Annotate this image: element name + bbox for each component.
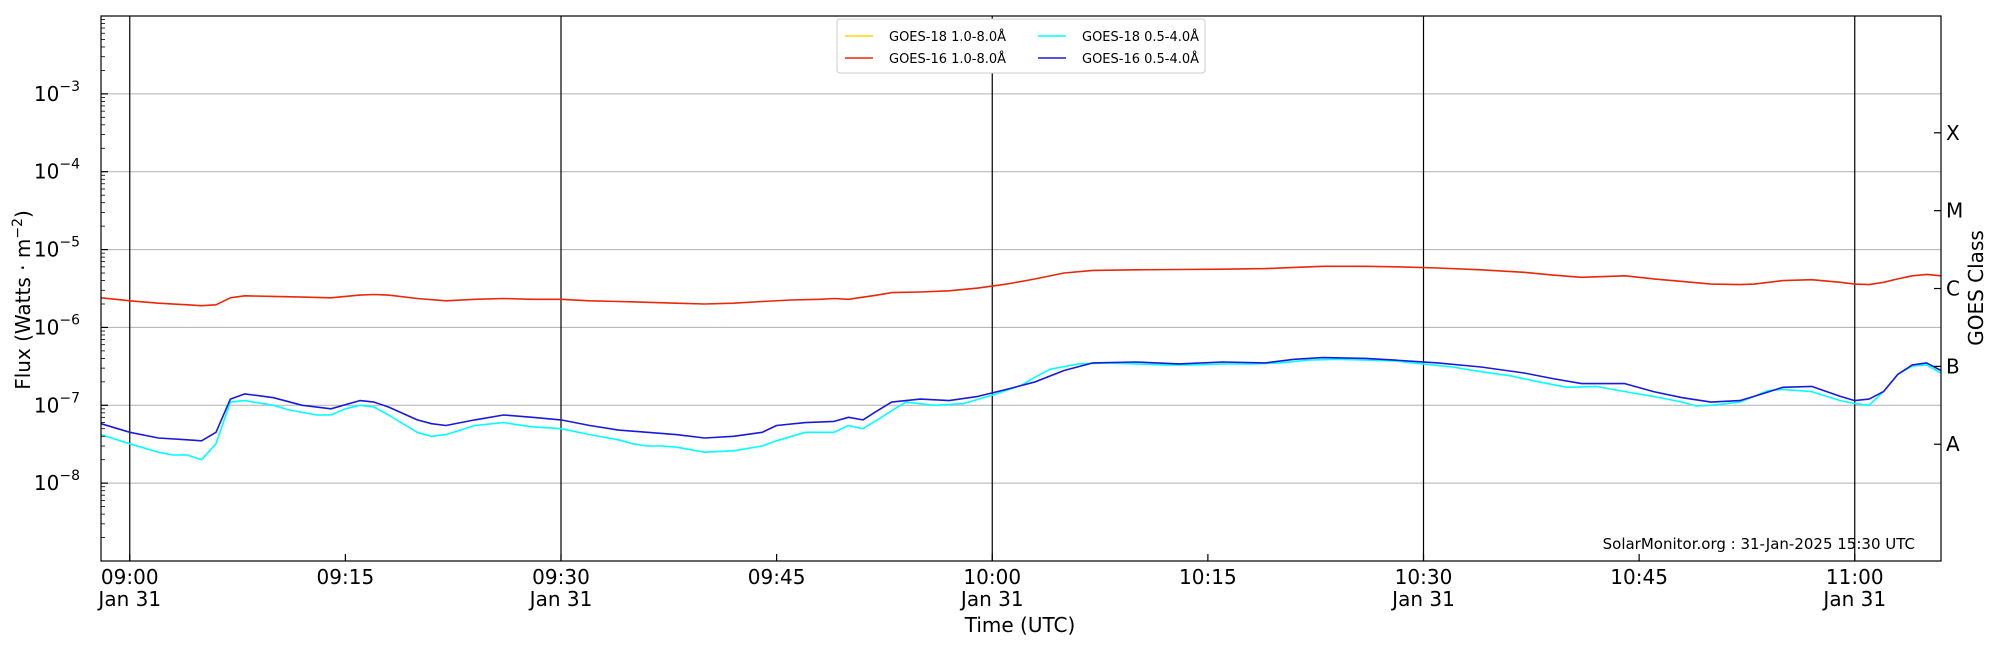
grid-lines [101,93,1941,484]
x-axis-title: Time (UTC) [964,613,1076,637]
x-tick-label: 09:30 [532,565,590,589]
goes-class-label: M [1946,199,1963,223]
legend-label: GOES-16 1.0-8.0Å [889,51,1006,67]
y-tick-label: 10−4 [34,157,80,184]
credit-annotation: SolarMonitor.org : 31-Jan-2025 15:30 UTC [1603,535,1915,553]
goes-class-axis-title: GOES Class [1964,230,1988,346]
series-line-goes-16-0-5-4-0- [100,356,1942,442]
goes-class-label: X [1946,121,1960,145]
series-line-goes-16-1-0-8-0- [100,265,1942,307]
y-tick-label: 10−6 [34,312,80,339]
y-tick-label: 10−5 [34,235,80,262]
axis-ticks [101,19,1941,561]
y-axis-title: Flux (Watts · m−2) [10,210,35,390]
y-tick-label: 10−8 [34,468,80,495]
day-boundary-lines [129,16,1856,561]
plot-frame [100,15,1942,562]
x-tick-label: 10:15 [1179,565,1237,589]
legend-label: GOES-18 1.0-8.0Å [889,29,1006,45]
x-tick-label: 09:00 [101,565,159,589]
legend: GOES-18 1.0-8.0Å GOES-16 1.0-8.0Å GOES-18 … [836,18,1206,74]
y-tick-label: 10−3 [34,79,80,106]
x-tick-label: 10:00 [963,565,1021,589]
x-tick-label: 10:45 [1610,565,1668,589]
x-tick-date-label: Jan 31 [96,587,161,611]
goes-class-label: C [1946,277,1960,301]
x-tick-date-label: Jan 31 [1821,587,1886,611]
data-series [100,265,1942,461]
x-tick-date-label: Jan 31 [1390,587,1455,611]
y-tick-label: 10−7 [34,390,80,417]
x-tick-label: 09:15 [317,565,375,589]
x-tick-label: 11:00 [1826,565,1884,589]
legend-label: GOES-16 0.5-4.0Å [1082,51,1199,67]
x-tick-date-label: Jan 31 [959,587,1024,611]
goes-class-label: A [1946,432,1960,456]
series-line-goes-18-0-5-4-0- [100,358,1942,461]
x-tick-label: 10:30 [1395,565,1453,589]
legend-box [836,18,1206,74]
x-tick-label: 09:45 [748,565,806,589]
legend-label: GOES-18 0.5-4.0Å [1082,29,1199,45]
goes-class-label: B [1946,354,1960,378]
x-tick-date-label: Jan 31 [528,587,593,611]
